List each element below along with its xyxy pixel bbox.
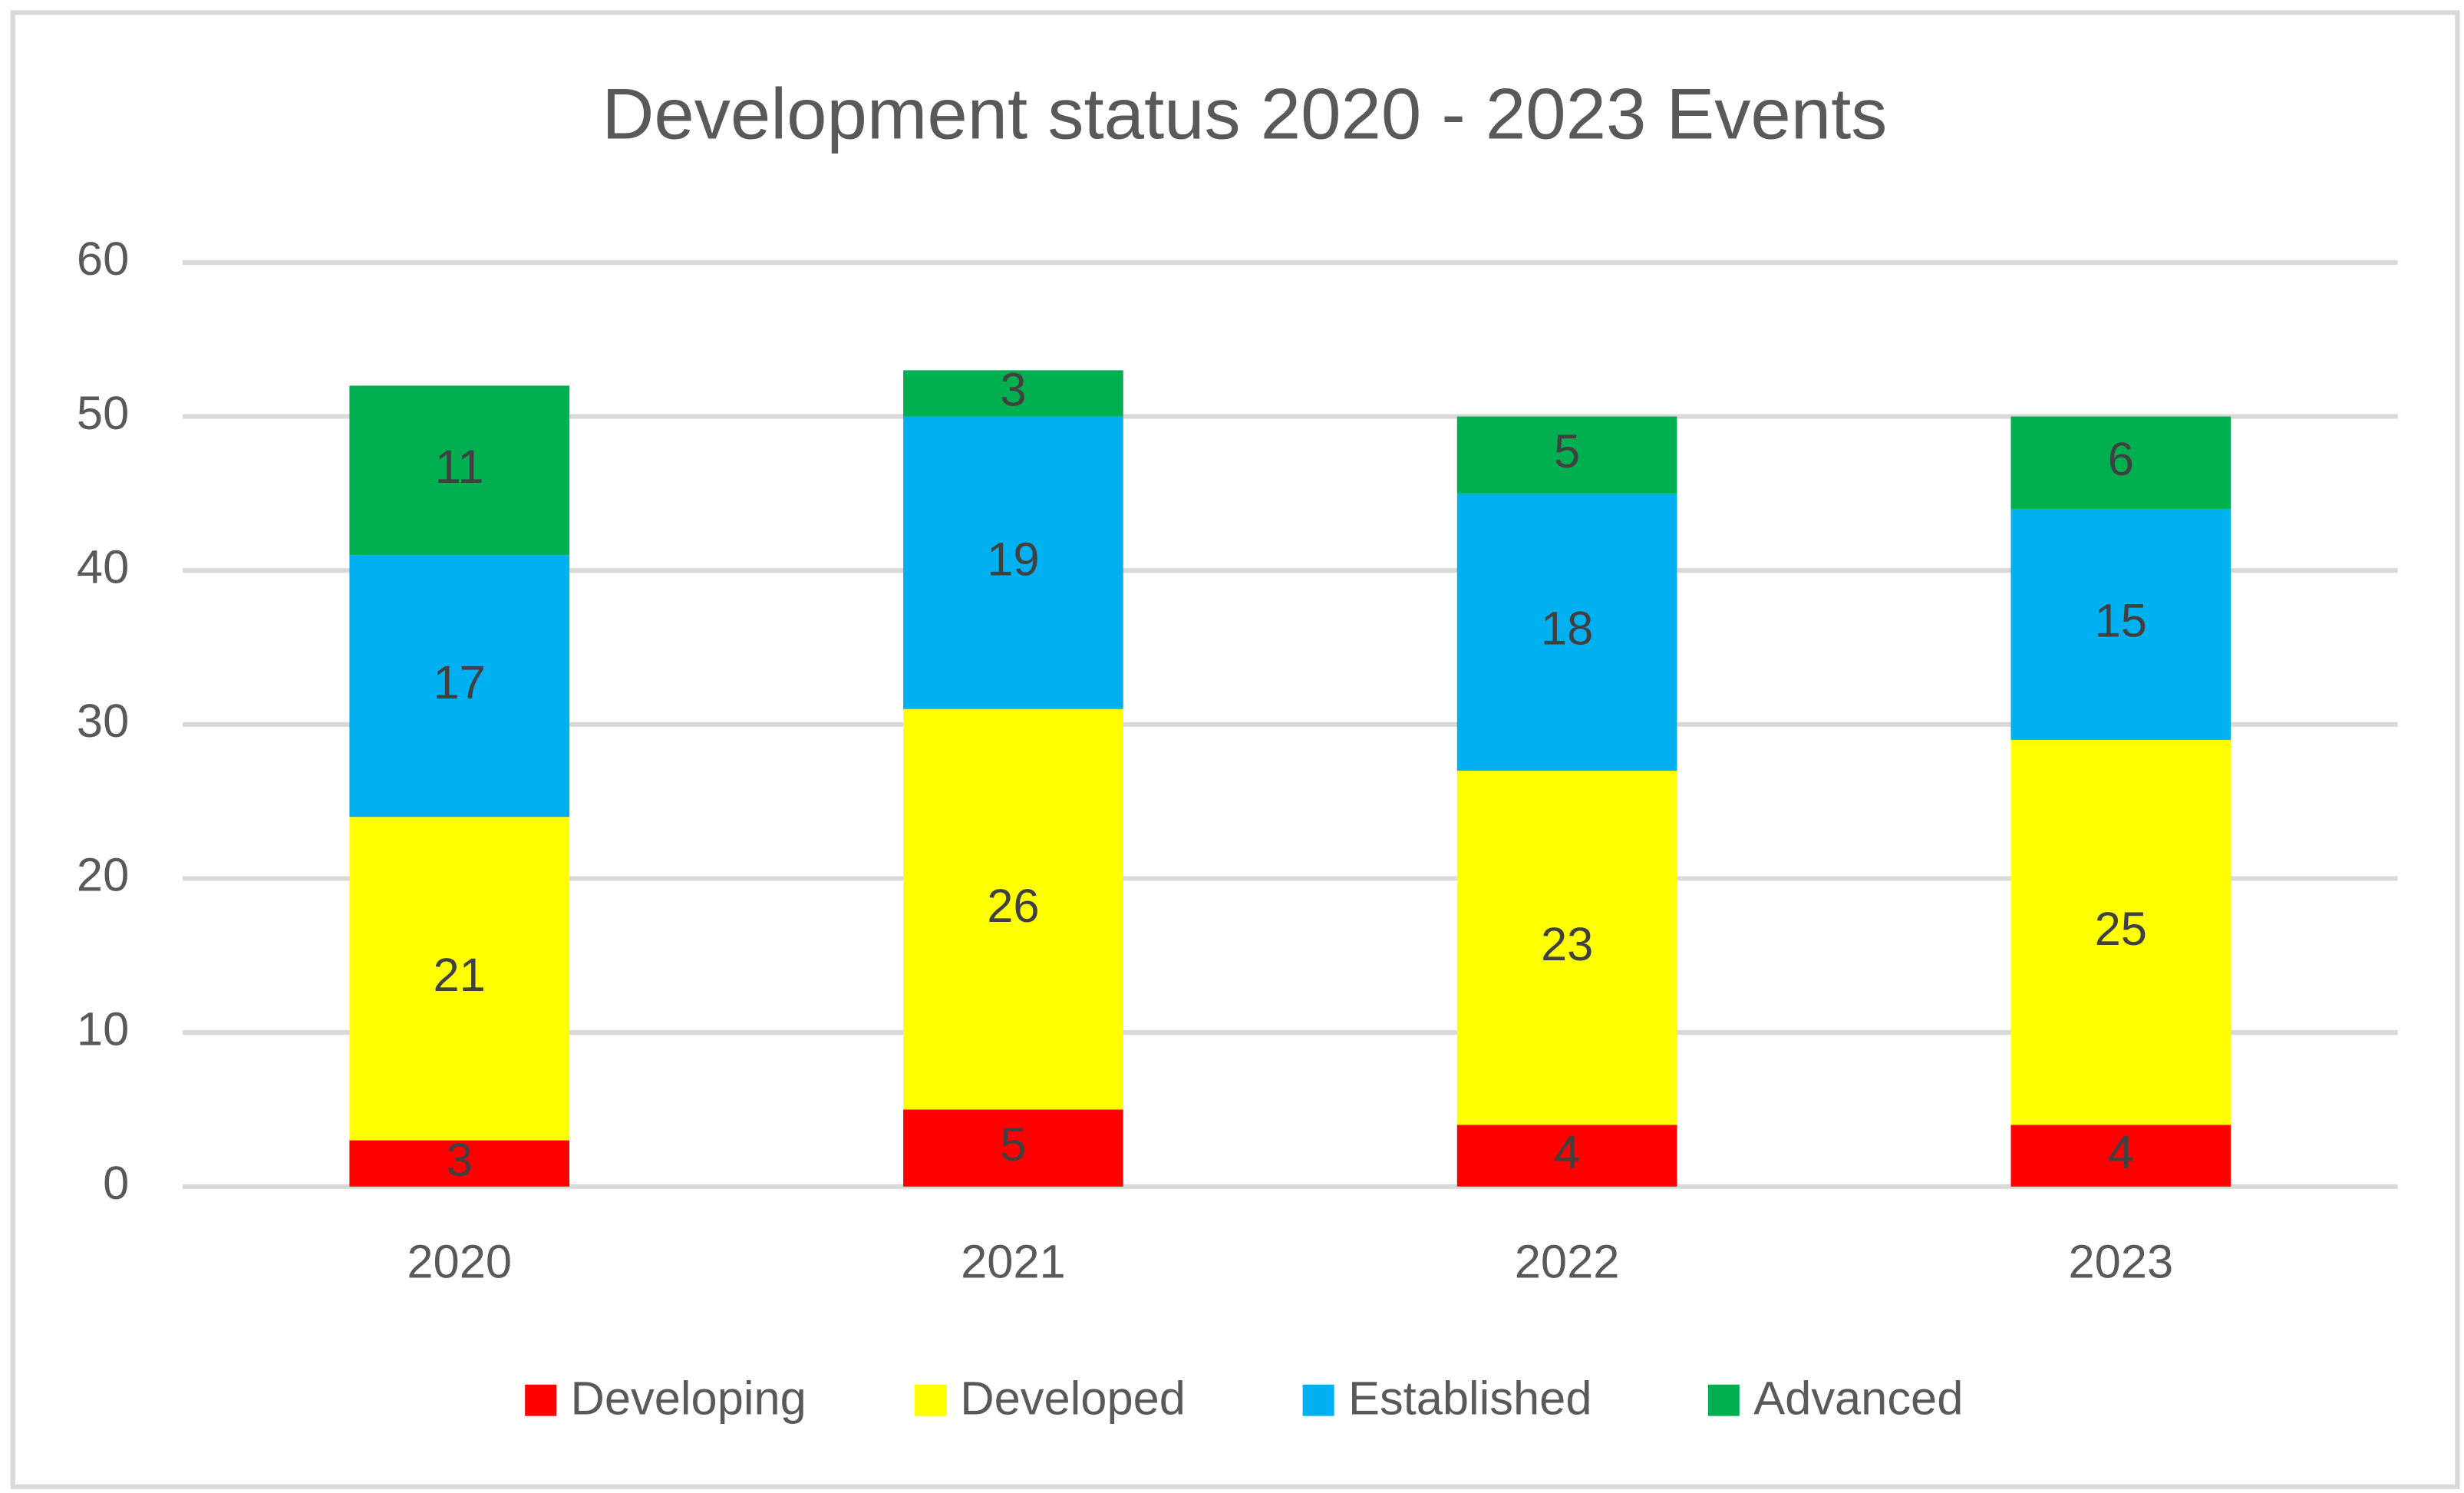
bar-segment [349,1140,570,1187]
data-label: 11 [435,441,484,494]
data-label: 17 [434,656,486,709]
data-label: 25 [2095,903,2147,956]
data-label: 5 [1000,1118,1026,1171]
bar-segment [2010,1125,2231,1187]
data-label: 15 [2095,595,2147,648]
data-label: 19 [987,533,1039,586]
bar-segment [1456,1125,1677,1187]
bar-segment [349,817,570,1141]
data-label: 3 [447,1134,473,1187]
bar-segment [349,555,570,818]
y-tick-label: 10 [77,1002,129,1055]
y-tick-label: 40 [77,540,129,593]
legend-swatch [525,1384,557,1416]
bar-segment [349,385,570,556]
chart-title: Development status 2020 - 2023 Events [602,73,1887,154]
bar-segment [903,370,1123,417]
legend-label: Developed [960,1372,1186,1425]
legend-label: Developing [571,1372,806,1425]
bar-segment [2010,416,2231,509]
bar-segment [1456,416,1677,494]
y-tick-label: 20 [77,849,129,902]
legend-label: Established [1348,1372,1592,1425]
data-label: 21 [434,949,486,1002]
x-tick-label: 2020 [407,1235,512,1288]
x-tick-label: 2023 [2068,1235,2173,1288]
data-label: 4 [1554,1126,1580,1179]
data-label: 5 [1554,425,1580,478]
y-tick-label: 50 [77,387,129,440]
bar-segment [1456,771,1677,1125]
legend-label: Advanced [1753,1372,1963,1425]
data-label: 4 [2108,1126,2134,1179]
data-label: 26 [987,880,1039,933]
bar-segment [903,416,1123,709]
data-label: 23 [1541,918,1593,971]
bar-segment [903,709,1123,1110]
bar-segment [1456,493,1677,771]
y-tick-label: 0 [103,1157,129,1210]
x-tick-label: 2021 [961,1235,1066,1288]
bar-segment [903,1109,1123,1187]
legend-swatch [914,1384,946,1416]
data-label: 18 [1541,603,1593,656]
data-label: 6 [2108,433,2134,486]
y-tick-label: 60 [77,233,129,286]
legend-swatch [1707,1384,1740,1416]
data-label: 3 [1000,364,1026,417]
y-tick-label: 30 [77,695,129,748]
x-tick-label: 2022 [1515,1235,1620,1288]
legend-swatch [1302,1384,1334,1416]
bar-segment [2010,739,2231,1125]
bar-segment [2010,508,2231,740]
